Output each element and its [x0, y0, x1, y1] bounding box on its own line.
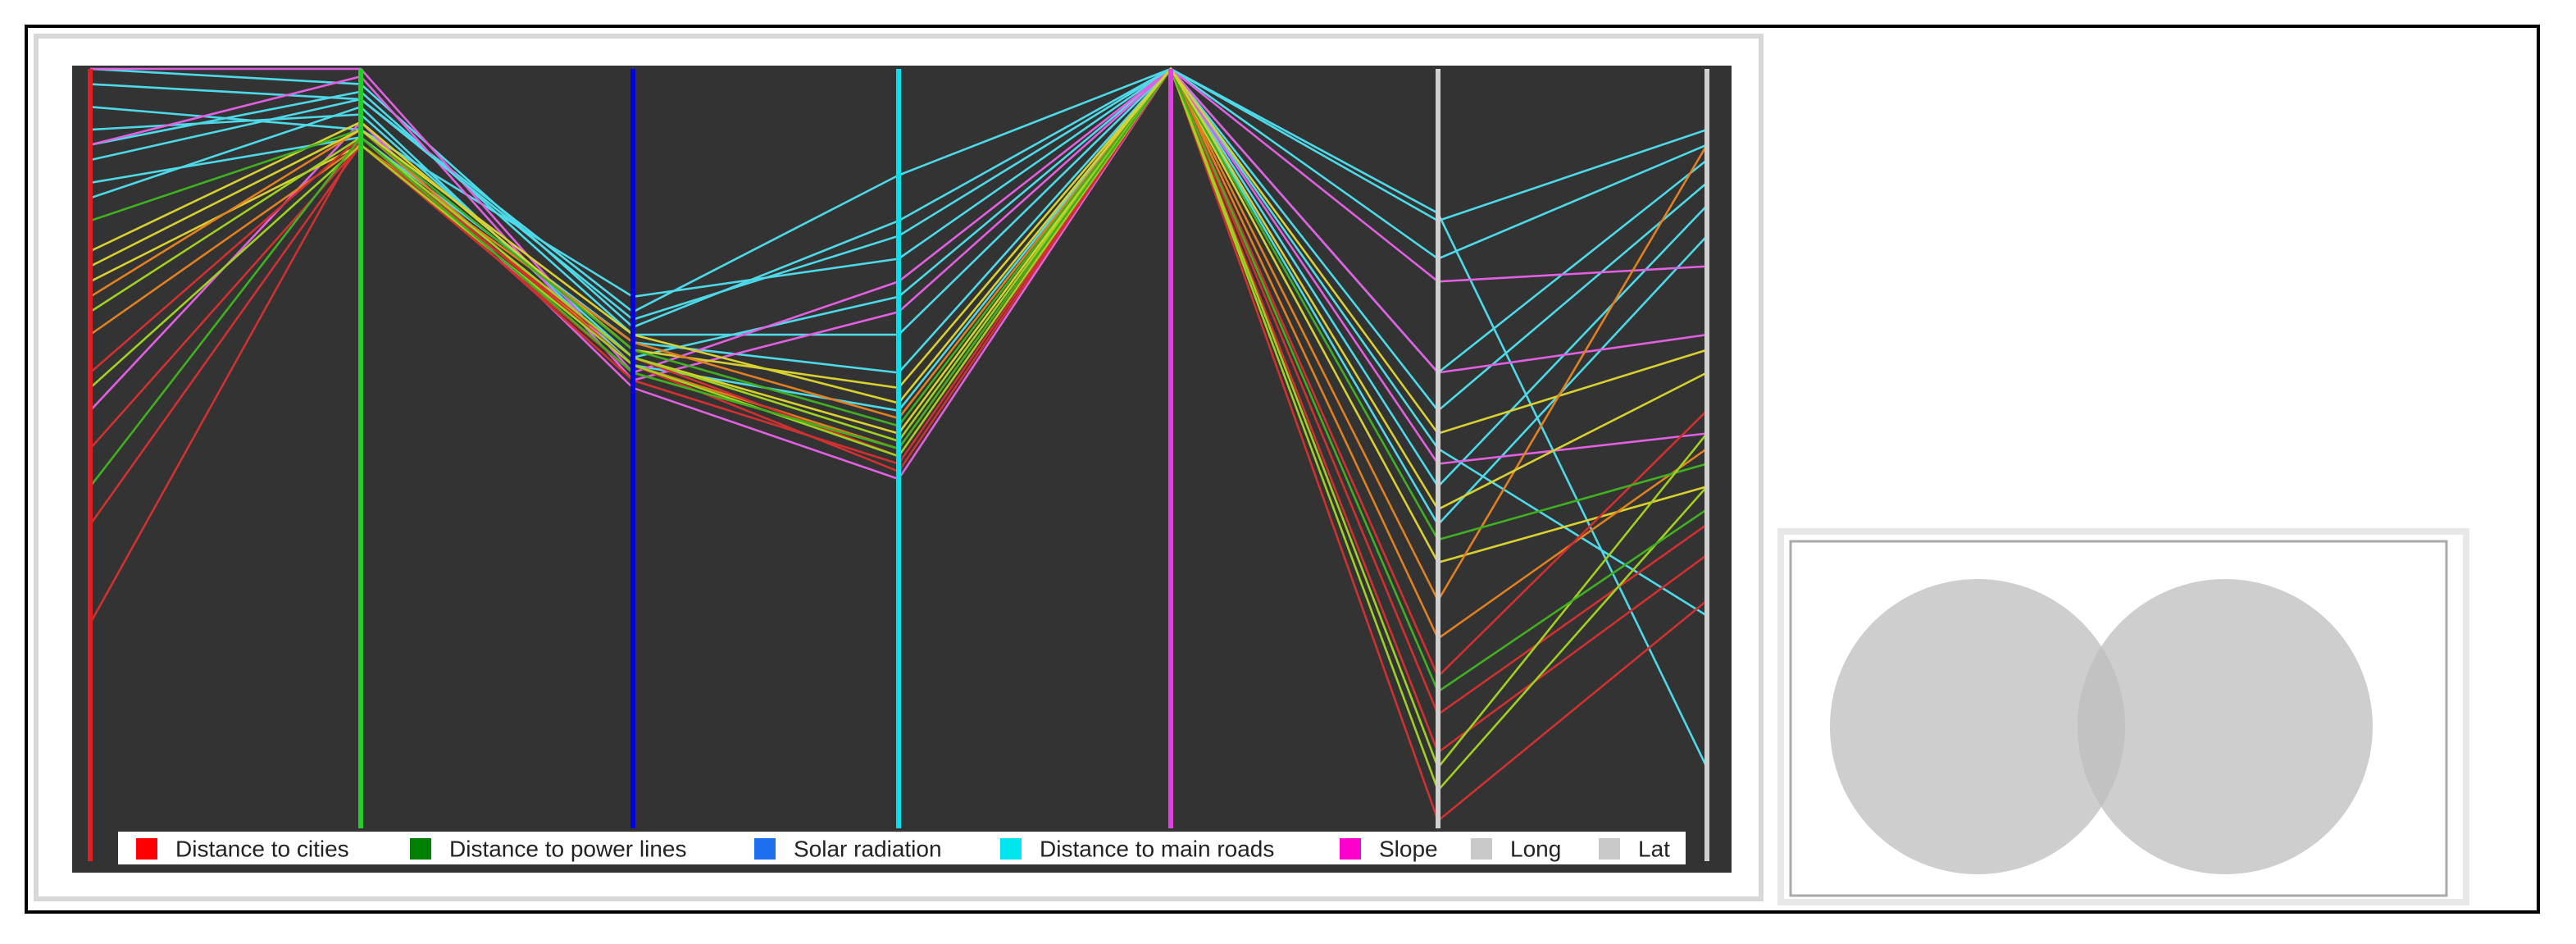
plot-background — [72, 66, 1732, 873]
legend-items: Distance to cities Distance to power line… — [136, 836, 1670, 861]
legend-label: Distance to power lines — [449, 836, 686, 861]
legend-label: Lat — [1638, 836, 1670, 861]
legend-swatch — [1340, 838, 1361, 860]
legend-label: Solar radiation — [794, 836, 942, 861]
axes — [88, 69, 1709, 861]
legend-swatch — [1471, 838, 1492, 860]
venn-circle — [1830, 579, 2125, 874]
legend-label: Distance to main roads — [1040, 836, 1274, 861]
legend-swatch — [1000, 838, 1022, 860]
legend-swatch — [1599, 838, 1620, 860]
legend — [118, 832, 1686, 864]
legend-label: Distance to cities — [175, 836, 349, 861]
legend-swatch — [410, 838, 431, 860]
legend-label: Long — [1510, 836, 1561, 861]
legend-label: Slope — [1379, 836, 1438, 861]
legend-swatch — [754, 838, 776, 860]
legend-swatch — [136, 838, 157, 860]
venn-circle — [2078, 579, 2373, 874]
